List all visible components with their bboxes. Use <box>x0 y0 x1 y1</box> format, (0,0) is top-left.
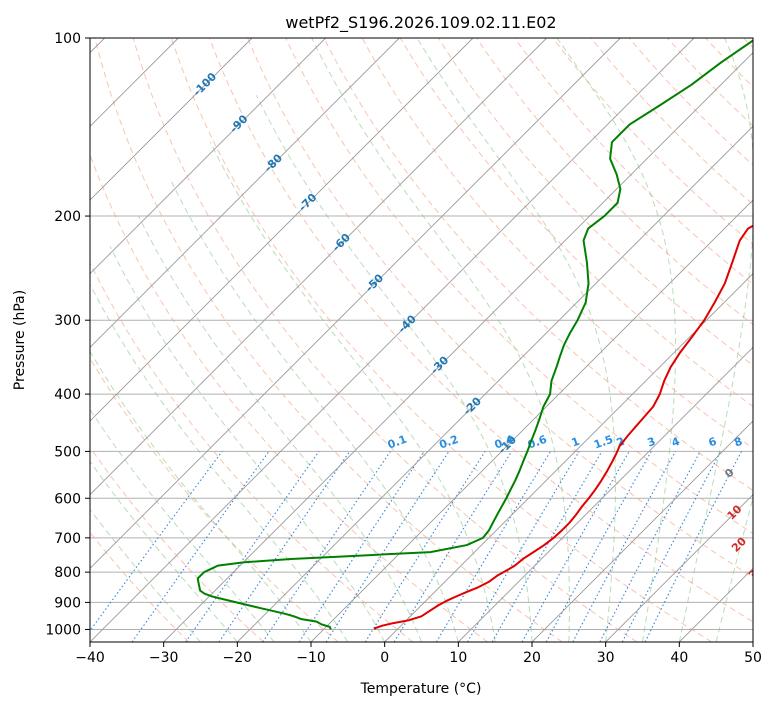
x-tick-label: −30 <box>149 650 179 666</box>
y-tick-label: 300 <box>54 313 81 329</box>
y-tick-label: 800 <box>54 565 81 581</box>
x-tick-label: 50 <box>744 650 762 666</box>
y-tick-label: 400 <box>54 387 81 403</box>
y-tick-label: 600 <box>54 491 81 507</box>
x-tick-label: 30 <box>597 650 615 666</box>
y-tick-label: 700 <box>54 531 81 547</box>
x-axis-label: Temperature (°C) <box>360 681 482 697</box>
y-tick-label: 1000 <box>45 622 81 638</box>
y-tick-label: 500 <box>54 444 81 460</box>
x-tick-label: 40 <box>670 650 688 666</box>
x-tick-label: 10 <box>449 650 467 666</box>
x-tick-label: −20 <box>223 650 253 666</box>
x-tick-label: −40 <box>75 650 105 666</box>
x-tick-label: 0 <box>380 650 389 666</box>
chart-title: wetPf2_S196.2026.109.02.11.E02 <box>285 13 556 33</box>
y-axis-label: Pressure (hPa) <box>12 290 28 390</box>
y-tick-label: 900 <box>54 595 81 611</box>
y-tick-label: 200 <box>54 209 81 225</box>
y-tick-label: 100 <box>54 31 81 47</box>
x-tick-label: −10 <box>296 650 326 666</box>
x-tick-label: 20 <box>523 650 541 666</box>
